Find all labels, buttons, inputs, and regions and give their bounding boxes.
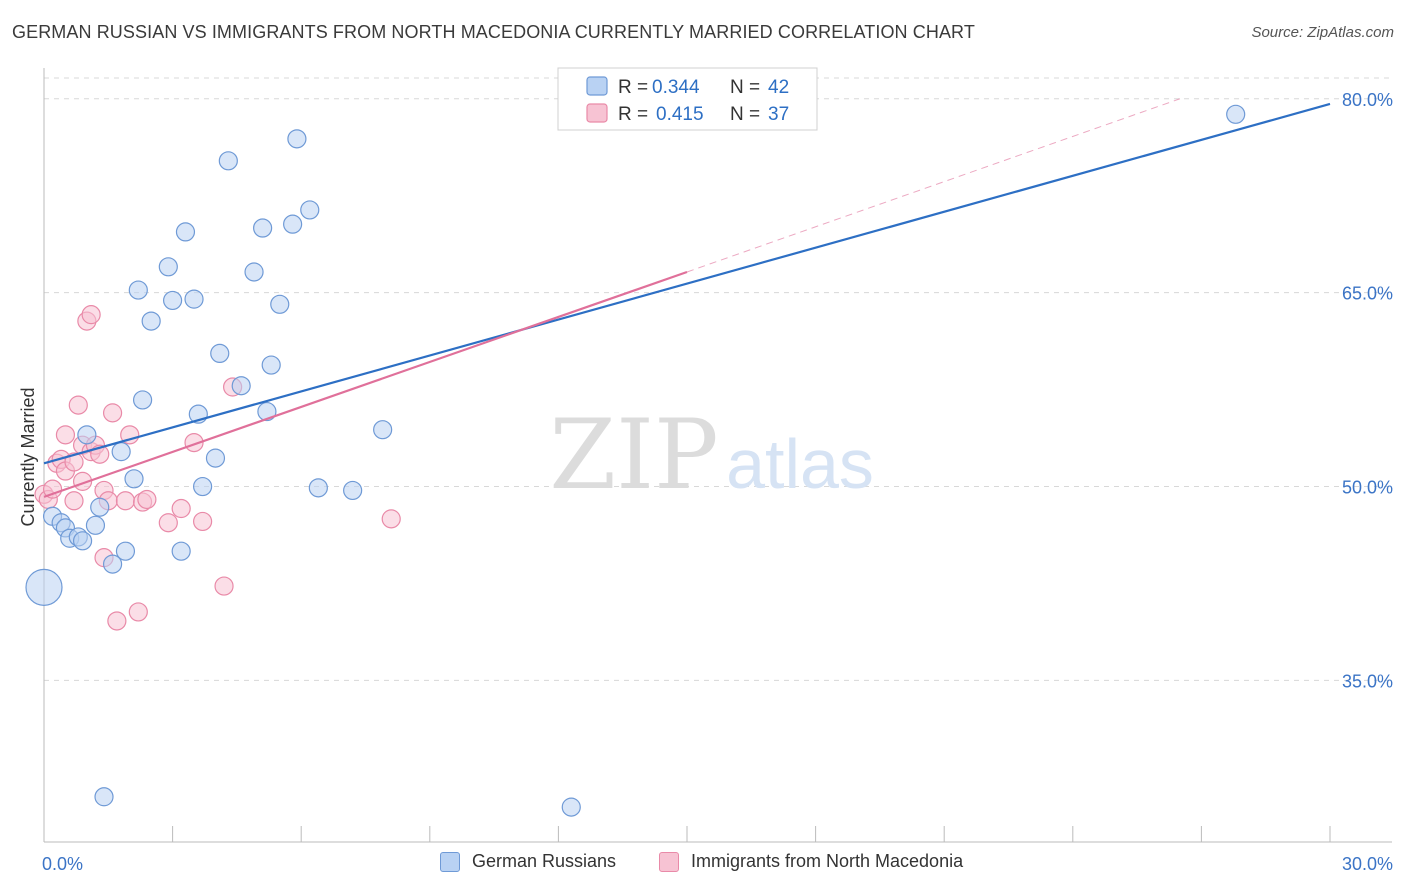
data-point-german-russians (218, 151, 238, 171)
legend-item-german-russians: German Russians (440, 851, 616, 872)
data-point-german-russians (193, 476, 213, 497)
data-point-german-russians (128, 280, 148, 300)
data-point-german-russians (72, 531, 93, 551)
data-point-german-russians (373, 420, 393, 440)
watermark-zip: ZIP (549, 399, 718, 511)
legend-r-label-1: R = (618, 77, 653, 98)
data-point-german-russians (205, 448, 226, 468)
legend-r-value-2: 0.415 (656, 104, 704, 125)
data-point-german-russians (94, 787, 114, 807)
data-point-german-russians (261, 355, 281, 375)
data-point-immigrants (128, 602, 148, 622)
legend-n-value-2: 37 (768, 104, 789, 125)
trend-line-immigrants (43, 270, 688, 498)
watermark: ZIP atlas (549, 399, 874, 511)
data-point-immigrants (55, 425, 76, 445)
data-point-immigrants (107, 611, 127, 631)
data-point-german-russians (1226, 104, 1246, 124)
data-point-german-russians (184, 289, 204, 309)
data-point-german-russians (287, 129, 307, 149)
svg-text:R = 0.415 N =: R = 0.415 N = 37 (618, 104, 789, 125)
data-point-german-russians (102, 554, 123, 574)
source-label: Source: ZipAtlas.com (1251, 24, 1394, 41)
data-point-immigrants (137, 489, 157, 510)
data-point-german-russians (163, 290, 183, 311)
data-point-immigrants (214, 576, 234, 596)
legend-bottom-swatch-pink (659, 851, 679, 872)
y-tick-label: 50.0% (1342, 478, 1393, 498)
legend-n-label-1: N = (730, 77, 765, 98)
data-point-immigrants (115, 491, 136, 511)
data-point-german-russians (257, 401, 277, 422)
legend-swatch-blue (586, 76, 608, 96)
data-point-immigrants (81, 305, 101, 325)
series-german-russians-points (25, 104, 1246, 817)
data-point-german-russians (158, 257, 178, 277)
data-point-german-russians (343, 480, 363, 501)
data-point-german-russians (253, 218, 273, 238)
data-point-german-russians (141, 311, 161, 331)
trend-lines (43, 98, 1331, 498)
data-point-german-russians (283, 214, 303, 234)
svg-text:R = 0.344 N =: R = 0.344 N = 42 (618, 77, 789, 98)
y-axis-label: Currently Married (18, 387, 38, 526)
data-point-german-russians (132, 390, 153, 410)
data-point-german-russians (111, 442, 131, 462)
trend-line-german-russians (43, 102, 1331, 465)
legend-bottom-label-pink: Immigrants from North Macedonia (691, 851, 964, 871)
data-point-german-russians (115, 541, 136, 561)
x-tick-labels: 0.0% 30.0% (42, 854, 1393, 874)
y-tick-label: 35.0% (1342, 671, 1393, 691)
data-point-german-russians (25, 568, 63, 606)
x-tick-label: 0.0% (42, 854, 83, 874)
legend-bottom-label-blue: German Russians (472, 851, 617, 871)
data-point-german-russians (300, 200, 320, 220)
data-point-german-russians (210, 343, 230, 364)
axes (43, 68, 1392, 843)
data-point-german-russians (244, 262, 264, 282)
data-point-german-russians (561, 797, 581, 817)
x-tick-label: 30.0% (1342, 854, 1393, 874)
data-point-german-russians (90, 497, 110, 517)
data-point-immigrants (193, 511, 213, 532)
data-point-immigrants (171, 498, 191, 519)
data-point-immigrants (158, 513, 178, 533)
data-point-immigrants (381, 509, 401, 529)
legend-swatch-pink (586, 103, 608, 123)
data-point-german-russians (124, 469, 144, 489)
legend-top: R = 0.344 N = 42 R = 0.415 N = 37 (557, 67, 818, 131)
data-point-german-russians (77, 425, 97, 445)
data-point-immigrants (120, 425, 140, 445)
legend-item-immigrants: Immigrants from North Macedonia (659, 851, 963, 872)
watermark-atlas: atlas (726, 425, 874, 503)
legend-n-label-2: N = (730, 104, 765, 125)
data-point-immigrants (64, 452, 84, 472)
data-point-german-russians (175, 222, 196, 242)
data-point-german-russians (270, 294, 290, 314)
data-point-german-russians (308, 478, 328, 498)
data-point-immigrants (42, 479, 63, 499)
data-point-immigrants (102, 403, 123, 423)
legend-bottom-swatch-blue (440, 851, 460, 872)
legend-n-value-1: 42 (768, 77, 789, 98)
legend-r-value-1: 0.344 (652, 77, 700, 98)
legend-r-label-2: R = (618, 104, 653, 125)
data-point-german-russians (85, 515, 106, 535)
y-tick-label: 65.0% (1342, 284, 1393, 304)
y-tick-label: 80.0% (1342, 90, 1393, 110)
chart-title: GERMAN RUSSIAN VS IMMIGRANTS FROM NORTH … (12, 22, 975, 42)
trend-extension-immigrants (686, 98, 1181, 273)
data-point-immigrants (68, 395, 88, 415)
legend-bottom: German Russians Immigrants from North Ma… (0, 851, 1406, 879)
y-tick-labels: 35.0% 50.0% 65.0% 80.0% (1342, 90, 1393, 692)
data-point-immigrants (64, 491, 84, 511)
data-point-german-russians (171, 541, 191, 561)
data-point-german-russians (231, 376, 251, 396)
